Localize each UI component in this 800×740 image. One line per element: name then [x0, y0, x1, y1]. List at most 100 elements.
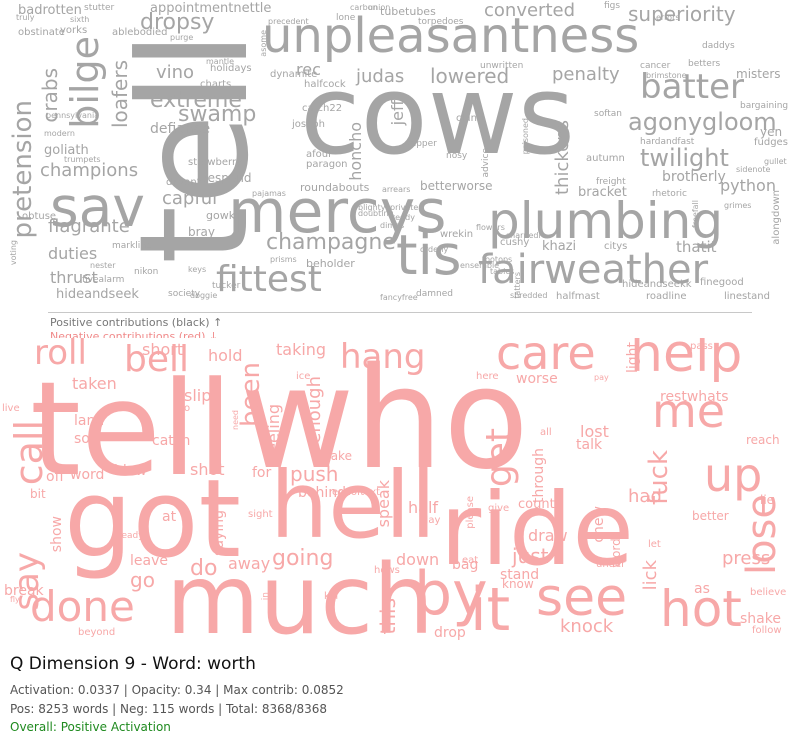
positive-word: truly: [16, 13, 35, 22]
negative-word: hot: [660, 580, 742, 638]
overall-status: Overall: Positive Activation: [10, 720, 171, 734]
positive-word: champagne: [266, 230, 396, 255]
negative-word: enough: [304, 376, 325, 444]
negative-word: done: [30, 582, 135, 631]
negative-word: show: [49, 516, 65, 553]
positive-word: appointmentnettle: [150, 1, 272, 16]
positive-word: charts: [200, 79, 232, 90]
positive-word: doubting: [358, 209, 394, 218]
positive-word: bray: [188, 225, 216, 239]
negative-word: got: [64, 457, 241, 582]
positive-word: roundabouts: [300, 181, 370, 194]
negative-word: light: [625, 342, 641, 374]
positive-word-cloud: cows tell unpleasantness mercys plumbing sav f…: [0, 0, 800, 310]
positive-word: misters: [736, 67, 781, 81]
positive-word: goliath: [44, 143, 89, 158]
negative-word: follow: [752, 625, 782, 636]
negative-word: restwhats: [660, 389, 729, 405]
positive-word: duties: [48, 244, 98, 263]
negative-word: press: [722, 548, 771, 569]
negative-word: know: [502, 577, 534, 591]
positive-word: teddy: [392, 213, 415, 222]
negative-word: hold: [208, 346, 243, 365]
positive-word: thrust: [50, 268, 98, 287]
positive-word: joseph: [292, 119, 325, 130]
positive-word: catch22: [302, 103, 343, 114]
positive-word: honcho: [346, 122, 365, 181]
negative-word: worse: [516, 371, 558, 387]
negative-word: see: [536, 568, 628, 628]
positive-word: obstinate: [18, 27, 65, 38]
negative-word: here: [476, 371, 499, 382]
positive-word: brotherly: [662, 169, 726, 185]
positive-word: sixth: [70, 15, 90, 24]
positive-word: nosy: [446, 151, 468, 161]
negative-word: drop: [434, 625, 466, 641]
negative-word: bit: [30, 487, 46, 501]
positive-word: poisoned: [521, 118, 530, 155]
negative-word: fly: [10, 595, 20, 604]
positive-word: citys: [604, 241, 628, 252]
positive-word: roadline: [646, 291, 687, 302]
positive-word: blighty: [358, 203, 386, 212]
positive-word: judas: [356, 66, 405, 87]
positive-word: swamp: [178, 102, 257, 127]
positive-word: dropsy: [140, 10, 215, 35]
negative-word: leave: [130, 553, 168, 569]
positive-word: figs: [604, 1, 621, 11]
negative-word: for: [252, 465, 272, 481]
positive-word: trumpets: [64, 155, 101, 164]
negative-word: draw: [528, 526, 568, 545]
negative-word: eat: [462, 555, 479, 566]
positive-word: plumbing: [488, 192, 724, 250]
negative-word: who: [240, 338, 529, 501]
panel-title: Q Dimension 9 - Word: worth: [10, 654, 256, 674]
negative-word: lick: [640, 560, 661, 591]
negative-word: day: [422, 515, 441, 526]
positive-word: flowers: [476, 223, 505, 232]
positive-word: unwritten: [480, 61, 524, 71]
negative-word: it: [470, 575, 511, 645]
positive-word: gowk: [206, 209, 236, 222]
negative-word: push: [290, 462, 339, 486]
positive-word: freight: [596, 177, 626, 187]
positive-word: pennsylvania: [46, 111, 100, 120]
negative-word: shake: [740, 611, 781, 627]
positive-word: errors: [656, 13, 680, 22]
negative-word: pass: [690, 341, 713, 352]
positive-word: softan: [594, 109, 622, 119]
negative-word: down: [396, 550, 440, 569]
negative-word: endoftext: [332, 487, 381, 498]
positive-word: daddys: [702, 41, 735, 51]
positive-word: dimes: [380, 221, 405, 230]
negative-word: help: [630, 338, 743, 384]
negative-word: let: [648, 539, 661, 550]
negative-word: blow: [114, 463, 147, 479]
negative-word: by: [414, 559, 488, 629]
negative-word: get: [479, 428, 520, 488]
negative-word: stand: [500, 567, 540, 583]
positive-word: halfmast: [556, 291, 600, 302]
negative-word: count: [518, 497, 555, 512]
negative-word: half: [408, 498, 439, 517]
negative-word: call: [7, 420, 51, 486]
positive-word: mercys: [228, 177, 447, 247]
negative-word: at: [162, 509, 177, 525]
positive-word: torpedoes: [418, 17, 464, 27]
positive-word: gipper: [408, 139, 437, 149]
negative-word: just: [512, 544, 549, 568]
negative-word: break: [4, 583, 44, 599]
negative-word: going: [272, 546, 334, 571]
negative-word: kill: [324, 591, 339, 602]
negative-word: ride: [440, 471, 634, 588]
negative-word: taking: [276, 340, 327, 359]
negative-word: up: [704, 448, 763, 502]
negative-word: lie: [760, 493, 775, 507]
negative-word: behind: [298, 485, 347, 501]
positive-word: lone: [336, 13, 356, 23]
positive-word: capful: [162, 188, 218, 209]
negative-word: too: [174, 403, 191, 414]
positive-word: mantle: [206, 57, 235, 66]
positive-word: fairweather: [478, 247, 709, 293]
positive-word: thickens: [552, 120, 573, 196]
